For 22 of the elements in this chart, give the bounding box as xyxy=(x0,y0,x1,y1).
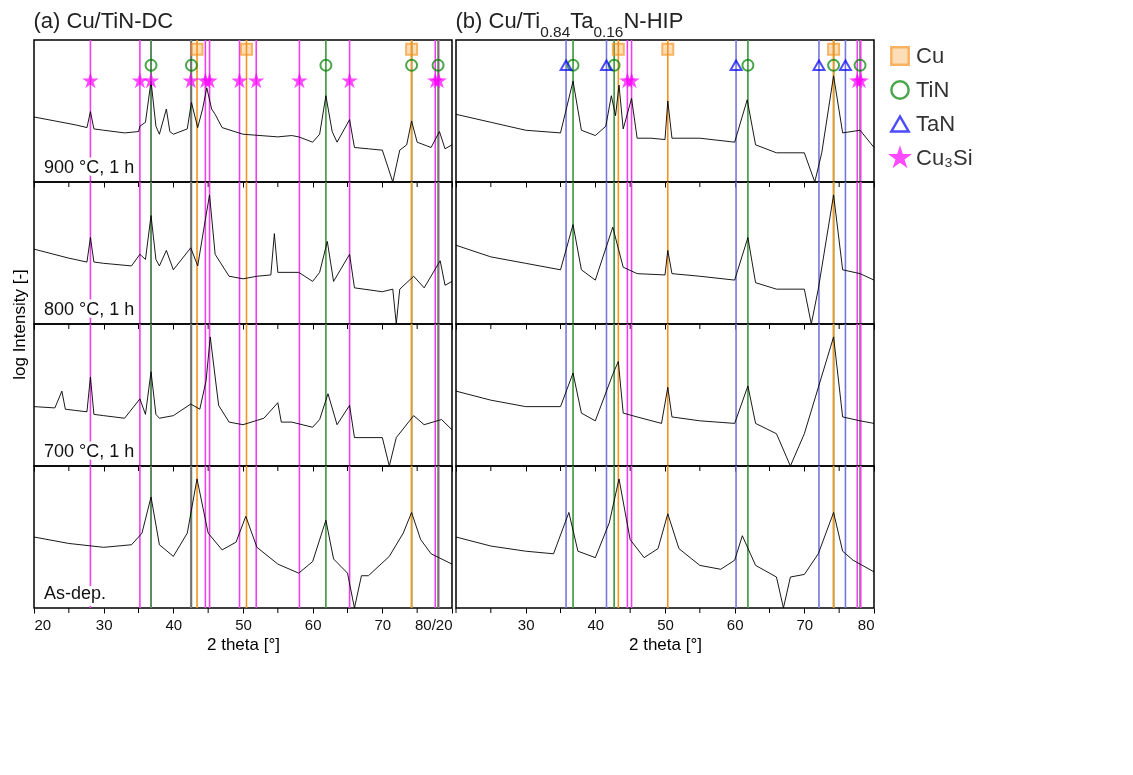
x-axis-title: 2 theta [°] xyxy=(207,634,280,654)
x-tick-label: 70 xyxy=(374,615,392,633)
x-tick-label: 40 xyxy=(587,615,605,633)
legend-label: Cu₃Si xyxy=(916,145,973,170)
x-axis-title: 2 theta [°] xyxy=(629,634,702,654)
x-tick-label: 20 xyxy=(34,615,52,633)
x-tick-label: 30 xyxy=(517,615,535,633)
x-tick-label: 50 xyxy=(235,615,252,633)
legend-label: Cu xyxy=(916,43,945,68)
x-tick-label: 70 xyxy=(796,615,814,633)
x-tick-label: 50 xyxy=(657,615,674,633)
x-tick-label: 40 xyxy=(165,615,183,633)
legend-label: TaN xyxy=(916,111,956,136)
x-tick-label: 30 xyxy=(95,615,113,633)
y-axis-title: log Intensity [-] xyxy=(9,269,29,380)
legend-label: TiN xyxy=(916,77,950,102)
x-tick-label: 80 xyxy=(857,615,875,633)
chart-title: (a) Cu/TiN-DC xyxy=(33,8,174,34)
x-tick-label: 60 xyxy=(726,615,744,633)
chart-title: (b) Cu/Ti$_{0.84}$Ta$_{0.16}$N-HIP xyxy=(455,8,684,40)
x-tick-label: 80/20 xyxy=(414,615,453,633)
x-tick-label: 60 xyxy=(304,615,322,633)
